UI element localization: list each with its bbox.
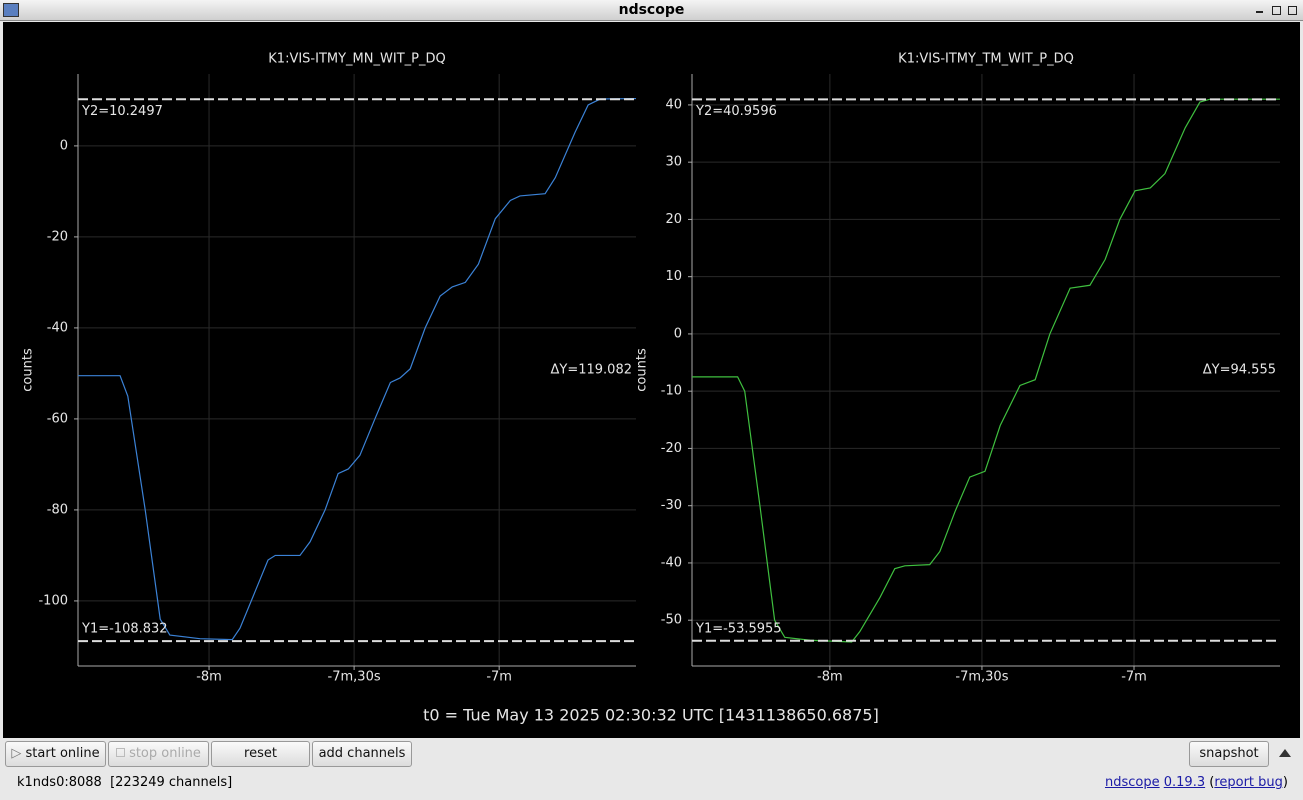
report-bug-link[interactable]: report bug (1214, 775, 1283, 790)
y-axis-label: counts (21, 348, 36, 392)
title-bar: ndscope (0, 0, 1303, 21)
x-tick-label: -8m (817, 670, 843, 685)
y-tick-label: 40 (665, 97, 682, 112)
x-tick-label: -8m (196, 670, 222, 685)
close-button[interactable] (1288, 6, 1297, 15)
y-axis-label: counts (635, 348, 650, 392)
y-tick-label: 30 (665, 155, 682, 170)
y-tick-label: -80 (47, 502, 68, 517)
y-tick-label: 0 (674, 326, 682, 341)
stop-online-button: stop online (108, 741, 209, 767)
y-tick-label: -50 (661, 613, 682, 628)
delta-label: ΔY=119.082 (551, 363, 633, 378)
status-text: k1nds0:8088 [223249 channels] (17, 775, 233, 790)
y-tick-label: -100 (38, 593, 68, 608)
cursor-label: Y1=-108.832 (81, 622, 168, 637)
button-label: add channels (318, 746, 406, 761)
button-label: snapshot (1199, 746, 1259, 761)
y-tick-label: -30 (661, 498, 682, 513)
reset-button[interactable]: reset (211, 741, 310, 767)
x-tick-label: -7m (486, 670, 512, 685)
x-tick-label: -7m (1121, 670, 1147, 685)
window-icon (3, 3, 19, 17)
data-line (78, 97, 637, 641)
start-online-button[interactable]: ▷ start online (5, 741, 106, 767)
maximize-button[interactable] (1272, 6, 1281, 15)
x-tick-label: -7m,30s (328, 670, 381, 685)
button-label: stop online (129, 746, 201, 761)
app-link[interactable]: ndscope (1104, 775, 1160, 790)
cursor-label: Y2=10.2497 (81, 104, 163, 119)
about-links: ndscope 0.19.3 (report bug) (1105, 775, 1288, 790)
window-title: ndscope (618, 2, 685, 18)
y-tick-label: -20 (661, 441, 682, 456)
add-channels-button[interactable]: add channels (312, 741, 412, 767)
y-tick-label: -40 (47, 320, 68, 335)
y-tick-label: -20 (47, 229, 68, 244)
plot-background (3, 22, 1300, 738)
paren: ) (1282, 775, 1288, 790)
expand-arrow[interactable] (1279, 749, 1291, 757)
button-label: start online (25, 746, 100, 761)
y-tick-label: -40 (661, 555, 682, 570)
y-tick-label: -10 (661, 384, 682, 399)
delta-label: ΔY=94.555 (1203, 363, 1276, 378)
y-tick-label: -60 (47, 411, 68, 426)
t0-label: t0 = Tue May 13 2025 02:30:32 UTC [14311… (423, 706, 879, 725)
button-label: reset (244, 746, 277, 761)
y-tick-label: 20 (665, 212, 682, 227)
cursor-label: Y1=-53.5955 (695, 621, 782, 636)
cursor-label: Y2=40.9596 (695, 104, 777, 119)
y-tick-label: 0 (60, 138, 68, 153)
plot-area: t0 = Tue May 13 2025 02:30:32 UTC [14311… (3, 22, 1300, 738)
y-tick-label: 10 (665, 269, 682, 284)
snapshot-button[interactable]: snapshot (1189, 741, 1269, 767)
minimize-button[interactable] (1256, 6, 1263, 13)
x-tick-label: -7m,30s (955, 670, 1008, 685)
plot-title: K1:VIS-ITMY_MN_WIT_P_DQ (268, 52, 445, 67)
data-line (692, 98, 1280, 643)
paren: ( (1209, 775, 1215, 790)
version-link[interactable]: 0.19.3 (1163, 775, 1206, 790)
plot-title: K1:VIS-ITMY_TM_WIT_P_DQ (898, 52, 1074, 67)
